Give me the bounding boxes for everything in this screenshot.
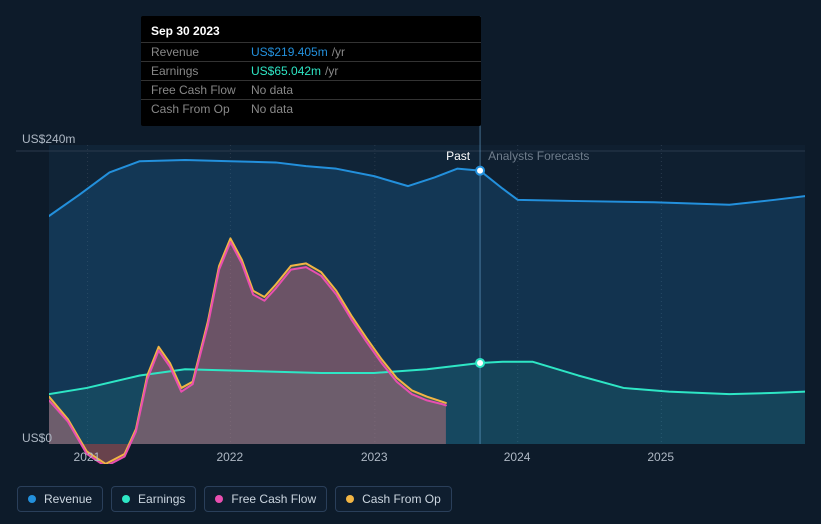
chart-tooltip: Sep 30 2023 RevenueUS$219.405m/yrEarning… xyxy=(141,16,481,126)
tooltip-row-label: Revenue xyxy=(151,45,251,59)
legend-label: Earnings xyxy=(138,492,185,506)
tooltip-row-value: No data xyxy=(251,102,293,116)
tooltip-row: RevenueUS$219.405m/yr xyxy=(141,42,481,61)
tooltip-row-label: Free Cash Flow xyxy=(151,83,251,97)
y-axis-tick: US$240m xyxy=(22,132,75,146)
tooltip-title: Sep 30 2023 xyxy=(141,24,481,42)
x-axis-tick: 2023 xyxy=(361,450,388,464)
legend-item-cash-from-op[interactable]: Cash From Op xyxy=(335,486,452,512)
y-axis-tick: US$0 xyxy=(22,431,52,445)
legend-item-free-cash-flow[interactable]: Free Cash Flow xyxy=(204,486,327,512)
tooltip-row-value: US$65.042m xyxy=(251,64,321,78)
tooltip-row-label: Cash From Op xyxy=(151,102,251,116)
past-label: Past xyxy=(446,149,470,163)
tooltip-row-unit: /yr xyxy=(325,64,338,78)
x-axis-tick: 2021 xyxy=(74,450,101,464)
tooltip-row-value: No data xyxy=(251,83,293,97)
legend-label: Free Cash Flow xyxy=(231,492,316,506)
legend-item-revenue[interactable]: Revenue xyxy=(17,486,103,512)
x-axis-tick: 2022 xyxy=(216,450,243,464)
tooltip-row: Cash From OpNo data xyxy=(141,99,481,118)
legend-swatch xyxy=(346,495,354,503)
forecast-label: Analysts Forecasts xyxy=(488,149,589,163)
legend-swatch xyxy=(215,495,223,503)
tooltip-row-value: US$219.405m xyxy=(251,45,328,59)
legend-swatch xyxy=(122,495,130,503)
legend-item-earnings[interactable]: Earnings xyxy=(111,486,196,512)
chart-container: US$0 US$240m 2021 2022 2023 2024 2025 Past An… xyxy=(0,0,821,524)
legend-label: Cash From Op xyxy=(362,492,441,506)
tooltip-row: Free Cash FlowNo data xyxy=(141,80,481,99)
tooltip-row-unit: /yr xyxy=(332,45,345,59)
legend-label: Revenue xyxy=(44,492,92,506)
legend-swatch xyxy=(28,495,36,503)
tooltip-row: EarningsUS$65.042m/yr xyxy=(141,61,481,80)
chart-legend: Revenue Earnings Free Cash Flow Cash From O… xyxy=(17,486,452,512)
x-axis-tick: 2025 xyxy=(647,450,674,464)
x-axis-tick: 2024 xyxy=(504,450,531,464)
tooltip-row-label: Earnings xyxy=(151,64,251,78)
